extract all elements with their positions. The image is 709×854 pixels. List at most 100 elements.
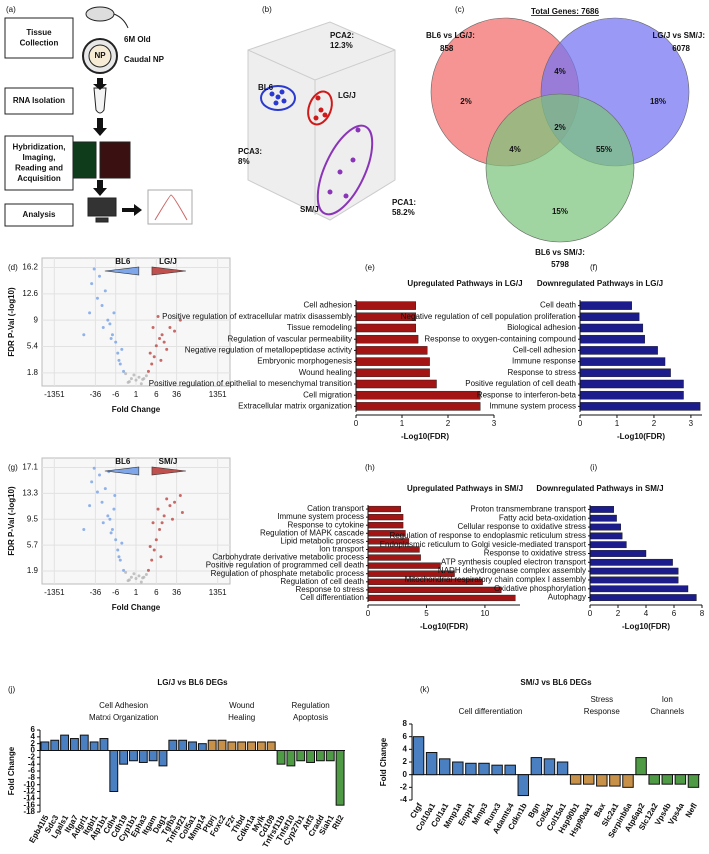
pca-group-label: BL6	[258, 83, 274, 92]
bar	[589, 585, 689, 593]
pca-axis-label: PCA1:	[392, 198, 416, 207]
x-tick-label: 0	[588, 609, 593, 618]
panel-label: (b)	[262, 5, 272, 14]
y-tick-label: -10	[23, 780, 35, 789]
chart-title: Downregulated Pathways in SM/J	[536, 484, 663, 493]
point	[98, 473, 102, 477]
point	[129, 377, 133, 381]
point	[103, 289, 107, 293]
x-tick-label: 1	[134, 390, 139, 399]
point	[120, 347, 124, 351]
group-label: Matrxi Organization	[89, 713, 158, 722]
bar	[355, 368, 430, 378]
point	[144, 572, 148, 576]
set-size: 5798	[551, 260, 569, 269]
bar	[579, 301, 632, 310]
point	[160, 333, 164, 337]
category-label: Regulation of MAPK cascade	[260, 528, 365, 537]
point	[95, 490, 99, 494]
bar	[355, 390, 481, 400]
point	[90, 282, 94, 286]
bar	[367, 594, 516, 602]
bar	[504, 764, 516, 776]
category-label: Immune system process	[489, 402, 576, 411]
group-label: Regulation	[291, 701, 329, 710]
point	[165, 347, 169, 351]
point	[134, 577, 138, 581]
bar	[286, 750, 296, 767]
step-label: Acquisition	[17, 174, 61, 183]
point	[134, 378, 138, 382]
category-label: Cell-cell adhesion	[513, 346, 576, 355]
x-tick-label: 6	[154, 390, 159, 399]
bar	[687, 774, 700, 788]
category-label: Proton transmembrane transport	[470, 505, 586, 514]
y-tick-label: -4	[28, 759, 36, 768]
point	[90, 480, 94, 484]
x-tick-label: 5	[424, 609, 429, 618]
point	[118, 362, 122, 366]
bar	[367, 562, 441, 569]
category-label: Regulation of cell death	[280, 577, 364, 586]
bar	[355, 301, 416, 310]
point	[158, 336, 162, 340]
point	[162, 340, 166, 344]
x-tick-label: 0	[366, 609, 371, 618]
legend-label: BL6	[115, 257, 131, 266]
bar	[325, 750, 335, 762]
bar	[138, 750, 148, 763]
category-label: Response to stress	[296, 585, 364, 594]
x-axis-label: -Log10(FDR)	[401, 432, 449, 441]
point	[82, 333, 86, 337]
bar	[579, 402, 701, 411]
y-axis-label: Fold Change	[379, 737, 388, 786]
y-tick-label: 0	[403, 770, 408, 779]
point	[120, 541, 124, 545]
y-tick-label: 4	[31, 732, 36, 741]
step-box	[4, 203, 74, 227]
step-label: Collection	[20, 38, 59, 47]
bar	[237, 741, 247, 751]
pca-axis-label: 58.2%	[392, 208, 415, 217]
category-label: Autophagy	[548, 593, 586, 602]
step-box	[4, 135, 74, 191]
pca-axis-label: PCA3:	[238, 147, 262, 156]
category-label: Cell adhesion	[304, 301, 352, 310]
category-label: Positive regulation of extracellular mat…	[162, 312, 352, 321]
bar	[589, 576, 679, 584]
y-tick-label: -18	[23, 807, 35, 816]
step-box	[4, 87, 74, 115]
set-size: 6078	[672, 44, 690, 53]
group-label: Wound	[229, 701, 254, 710]
point	[152, 548, 156, 552]
bar	[589, 558, 673, 566]
point	[178, 493, 182, 497]
bar	[355, 334, 419, 344]
bar	[109, 750, 119, 792]
category-label: Regulation of phosphate metabolic proces…	[211, 569, 364, 578]
mini-volcano-shape	[154, 194, 188, 221]
category-label: Positive regulation of programmed cell d…	[206, 561, 364, 570]
point	[159, 555, 163, 559]
np-label: NP	[94, 51, 106, 60]
point	[141, 576, 145, 580]
arrow	[93, 78, 107, 90]
sample-label: Caudal NP	[124, 55, 165, 64]
point	[156, 507, 160, 511]
pca-axis-label: 12.3%	[330, 41, 353, 50]
bar	[579, 357, 666, 366]
bar	[367, 514, 404, 521]
point	[112, 311, 116, 315]
x-tick-label: 2	[446, 419, 451, 428]
y-tick-label: 13.3	[22, 489, 38, 498]
point	[118, 558, 122, 562]
bar	[491, 764, 503, 776]
y-tick-label: 8	[403, 719, 408, 728]
x-tick-label: 6	[154, 588, 159, 597]
point	[178, 318, 182, 322]
bar	[306, 750, 315, 763]
bar	[622, 774, 634, 788]
point	[117, 358, 121, 362]
region-label: 2%	[554, 123, 566, 132]
bar	[178, 739, 188, 751]
